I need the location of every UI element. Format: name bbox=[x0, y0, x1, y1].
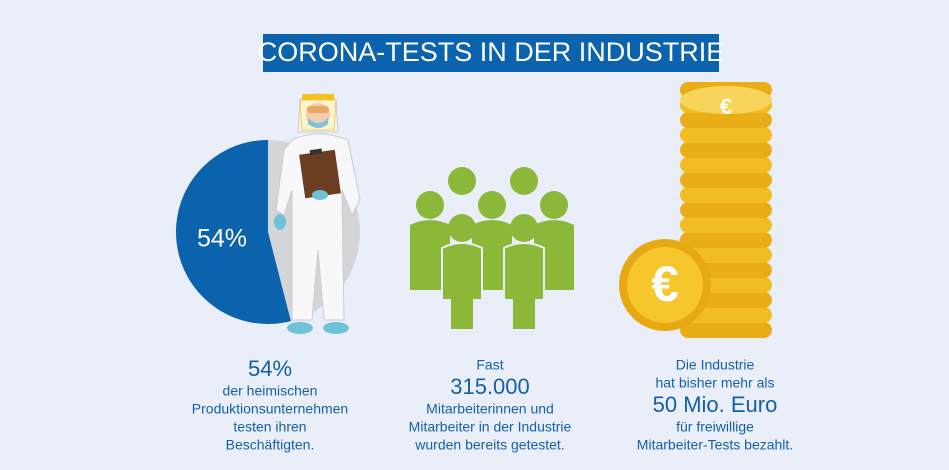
panel-line: Mitarbeiter in der Industrie bbox=[409, 419, 572, 435]
title: CORONA-TESTS IN DER INDUSTRIE bbox=[258, 37, 725, 67]
panel-line: Beschäftigten. bbox=[226, 437, 315, 453]
panel-line: Mitarbeiterinnen und bbox=[426, 401, 554, 417]
coin bbox=[680, 217, 772, 233]
panel-highlight: 50 Mio. Euro bbox=[653, 392, 778, 417]
panel-line: Fast bbox=[476, 357, 503, 373]
people-icon bbox=[410, 167, 574, 331]
coin bbox=[680, 142, 772, 158]
pie-label: 54% bbox=[197, 225, 247, 253]
coin bbox=[680, 172, 772, 188]
coin bbox=[680, 112, 772, 128]
coin bbox=[680, 127, 772, 143]
panel-texts: 54% der heimischen Produktionsunternehmen t… bbox=[192, 356, 793, 453]
panel-line: Produktionsunternehmen bbox=[192, 401, 348, 417]
panel-line: hat bisher mehr als bbox=[655, 375, 774, 391]
coin bbox=[680, 247, 772, 263]
svg-text:€: € bbox=[651, 256, 679, 312]
panel-highlight: 315.000 bbox=[450, 374, 530, 399]
coin-top bbox=[680, 86, 772, 114]
panel-line: für freiwillige bbox=[676, 419, 754, 435]
panel-line: wurden bereits getestet. bbox=[414, 437, 564, 453]
coin bbox=[680, 307, 772, 323]
panel-line: der heimischen bbox=[223, 383, 318, 399]
euro-coin: € bbox=[619, 239, 711, 331]
pie-slice bbox=[176, 140, 291, 325]
coin bbox=[680, 232, 772, 248]
person-icon bbox=[274, 93, 361, 334]
coin-euro: € bbox=[720, 94, 732, 119]
coin bbox=[680, 187, 772, 203]
title-box bbox=[263, 34, 719, 72]
panel-highlight: 54% bbox=[248, 356, 292, 381]
coin bbox=[680, 202, 772, 218]
panel-line: testen ihren bbox=[233, 419, 306, 435]
coin-stack: € bbox=[680, 82, 772, 338]
coin bbox=[680, 322, 772, 338]
coin bbox=[680, 157, 772, 173]
panel-line: Die Industrie bbox=[676, 357, 755, 373]
panel-line: Mitarbeiter-Tests bezahlt. bbox=[637, 437, 793, 453]
